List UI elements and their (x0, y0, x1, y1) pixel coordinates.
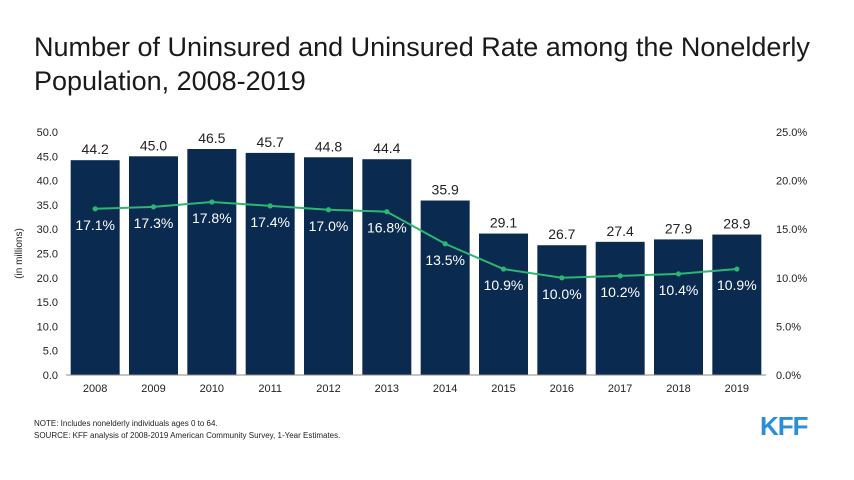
bar-2008 (70, 160, 120, 375)
rate-point-2009 (150, 204, 157, 210)
rate-value-label: 10.9% (717, 277, 757, 293)
chart-title: Number of Uninsured and Uninsured Rate a… (34, 32, 810, 96)
rate-value-label: 17.8% (192, 210, 232, 226)
x-tick-label: 2010 (200, 383, 224, 395)
uninsured-rate-line (95, 200, 737, 279)
bar-2019 (712, 234, 762, 375)
bar-value-label: 44.2 (82, 141, 109, 157)
x-tick-label: 2008 (83, 383, 107, 395)
rate-value-label: 16.8% (367, 220, 407, 236)
rate-point-2015 (500, 266, 507, 272)
rate-value-label: 10.4% (659, 282, 699, 298)
bar-value-label: 46.5 (198, 130, 225, 146)
y-left-tick-label: 25.0 (37, 249, 58, 261)
y-right-tick-label: 0.0% (776, 370, 801, 382)
bar-value-label: 26.7 (548, 226, 575, 242)
rate-value-label: 17.4% (250, 214, 290, 230)
bar-value-label: 27.4 (607, 223, 634, 239)
y-left-tick-label: 45.0 (37, 151, 58, 163)
y-right-tick-label: 20.0% (776, 176, 807, 188)
x-tick-label: 2018 (666, 383, 690, 395)
rate-value-label: 17.0% (309, 218, 349, 234)
bar-2016 (537, 245, 587, 375)
y-left-tick-label: 5.0 (43, 346, 58, 358)
x-tick-label: 2014 (433, 383, 457, 395)
x-tick-label: 2019 (725, 383, 749, 395)
bar-2018 (654, 239, 703, 375)
bar-2013 (362, 159, 412, 375)
bar-value-label: 45.7 (257, 134, 284, 150)
bar-2012 (304, 157, 353, 375)
bar-value-label: 27.9 (665, 220, 692, 236)
x-tick-label: 2013 (375, 383, 399, 395)
rate-point-2012 (325, 207, 332, 213)
rate-point-2013 (384, 209, 390, 215)
x-tick-label: 2015 (491, 383, 515, 395)
rate-value-label: 10.0% (542, 286, 582, 302)
y-right-tick-label: 5.0% (776, 321, 801, 333)
bar-2010 (187, 149, 237, 375)
y-right-tick-label: 10.0% (776, 273, 807, 285)
x-tick-label: 2016 (550, 383, 574, 395)
chart-source: SOURCE: KFF analysis of 2008-2019 Americ… (34, 431, 341, 440)
bar-value-label: 29.1 (490, 215, 517, 231)
rate-value-label: 10.2% (600, 284, 640, 300)
rate-point-2018 (675, 271, 682, 277)
x-tick-label: 2009 (141, 383, 165, 395)
rate-point-2017 (617, 273, 623, 279)
y-right-tick-label: 25.0% (776, 127, 807, 139)
rate-point-2010 (209, 199, 215, 205)
y-left-tick-label: 35.0 (37, 200, 58, 212)
rate-point-2011 (267, 203, 273, 209)
y-axis-label: (in millions) (14, 228, 25, 279)
rate-value-label: 13.5% (425, 252, 465, 268)
bar-value-label: 44.8 (315, 138, 342, 154)
y-left-tick-label: 15.0 (37, 297, 58, 309)
y-right-tick-label: 15.0% (776, 224, 807, 236)
y-left-tick-label: 30.0 (37, 224, 58, 236)
bar-value-label: 44.4 (373, 140, 400, 156)
bar-2015 (479, 233, 528, 375)
y-left-tick-label: 50.0 (37, 127, 58, 139)
bar-2009 (129, 156, 178, 375)
y-left-tick-label: 20.0 (37, 273, 58, 285)
y-left-tick-label: 0.0 (43, 370, 58, 382)
rate-value-label: 10.9% (484, 277, 524, 293)
chart-note: NOTE: Includes nonelderly individuals ag… (34, 419, 218, 428)
bar-value-label: 28.9 (723, 216, 750, 232)
rate-point-2016 (559, 275, 565, 281)
x-tick-label: 2011 (258, 383, 282, 395)
y-left-tick-label: 10.0 (37, 321, 58, 333)
bar-2017 (595, 241, 645, 375)
bar-2011 (245, 152, 295, 375)
bar-2014 (420, 200, 470, 375)
rate-point-2008 (92, 206, 98, 212)
bar-value-label: 45.0 (140, 137, 167, 153)
x-tick-label: 2017 (608, 383, 632, 395)
kff-logo: KFF (760, 411, 809, 441)
x-tick-label: 2012 (316, 383, 340, 395)
bar-value-label: 35.9 (432, 182, 459, 198)
rate-point-2019 (734, 266, 740, 272)
rate-point-2014 (442, 241, 448, 247)
rate-value-label: 17.1% (75, 217, 115, 233)
rate-value-label: 17.3% (134, 215, 174, 231)
y-left-tick-label: 40.0 (37, 176, 58, 188)
